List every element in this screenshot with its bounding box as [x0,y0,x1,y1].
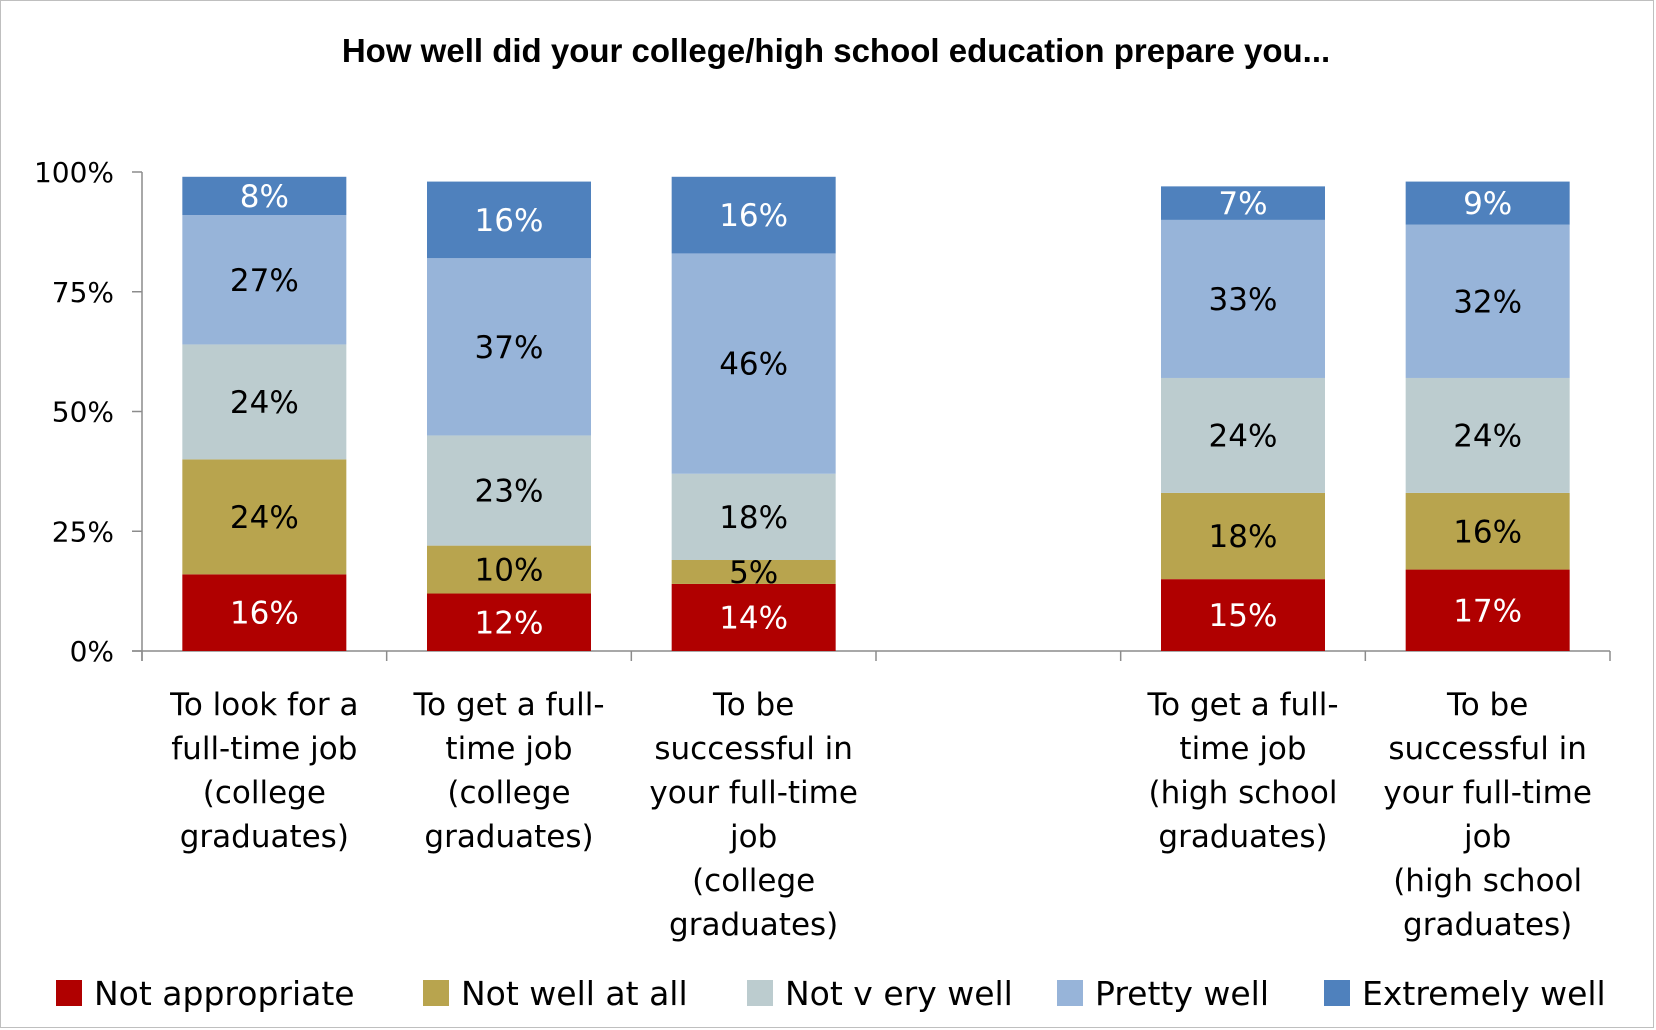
x-category-label: To get a full-time job (high school gradua… [1146,687,1338,855]
bar-stack [1405,181,1570,651]
legend-swatch [1324,980,1350,1006]
bar-stack [671,176,836,651]
bar-stack [427,181,591,651]
legend-label: Not v ery well [785,974,1013,1013]
data-label: 7% [1218,186,1267,222]
x-category-label: To get a full-time job (college graduates) [412,687,604,855]
bar-segment [671,559,836,584]
data-label: 16% [230,596,299,632]
x-category-label: To look for a full-time job (college gradua… [169,687,358,855]
data-label: 16% [1453,514,1522,550]
legend: Not appropriate Not well at all Not v ery … [56,974,1606,1013]
bar-segment [1161,492,1325,580]
data-label: 24% [1209,418,1278,454]
bar-segment [427,435,591,546]
legend-item: Not well at all [423,974,688,1013]
legend-swatch [56,980,82,1006]
data-label: 16% [475,203,544,239]
data-label: 15% [1209,598,1278,634]
y-tick-label: 0% [70,635,114,668]
bar-stack [1161,186,1325,651]
data-label: 23% [475,474,544,510]
legend-swatch [1057,980,1083,1006]
data-label: 9% [1463,186,1512,222]
bar-segment [1161,186,1325,220]
bar-stack [182,176,347,651]
bar-segment [182,344,347,460]
legend-item: Pretty well [1057,974,1269,1013]
chart-title: How well did your college/high school ed… [342,32,1330,69]
bar-segment [1161,579,1325,651]
data-label: 14% [719,600,788,636]
y-tick-label: 75% [52,276,114,309]
data-label: 33% [1209,282,1278,318]
data-label: 46% [719,347,788,383]
legend-item: Extremely well [1324,974,1606,1013]
bar-segment [1405,224,1570,378]
bar-segment [427,181,591,259]
legend-label: Not appropriate [94,974,355,1013]
y-tick-label: 100% [34,156,114,189]
data-labels: 16% 24% 24% 27% 8% 12% 10% 23% 37% 16% 14% 5% 18% 46%… [230,179,1522,641]
axes: 0% 25% 50% 75% 100% To look for a full-time jo… [34,156,1611,943]
legend-item: Not appropriate [56,974,355,1013]
data-label: 18% [1209,519,1278,555]
y-tick-label: 25% [52,515,114,548]
bar-segment [1405,377,1570,493]
data-label: 5% [729,555,778,591]
bar-segment [1161,377,1325,493]
bar-segment [1405,492,1570,570]
legend-swatch [747,980,773,1006]
bar-segment [427,258,591,436]
legend-label: Extremely well [1362,974,1606,1013]
bar-segment [1405,181,1570,225]
legend-swatch [423,980,449,1006]
bar-segment [427,593,591,651]
data-label: 17% [1453,593,1522,629]
bar-segment [671,253,836,474]
legend-label: Not well at all [461,974,688,1013]
bar-segment [671,176,836,254]
legend-item: Not v ery well [747,974,1013,1013]
bar-segment [671,583,836,651]
data-label: 8% [240,179,289,215]
bar-segment [182,574,347,651]
data-label: 10% [475,553,544,589]
x-category-label: To be successful in your full-time job (high… [1383,687,1592,943]
data-label: 16% [719,198,788,234]
bar-segment [1161,219,1325,378]
bar-segment [671,473,836,560]
data-label: 24% [230,500,299,536]
legend-label: Pretty well [1095,974,1269,1013]
y-tick-label: 50% [52,396,114,429]
bar-segment [427,545,591,594]
bar-segment [182,176,347,216]
data-label: 37% [475,330,544,366]
data-label: 12% [475,605,544,641]
data-label: 32% [1453,284,1522,320]
bar-segment [182,215,347,345]
bar-segment [1405,569,1570,651]
data-label: 18% [719,500,788,536]
data-label: 27% [230,263,299,299]
bar-segment [182,459,347,575]
x-category-label: To be successful in your full-time job (coll… [649,687,858,943]
bars [182,176,1570,651]
data-label: 24% [1453,418,1522,454]
data-label: 24% [230,385,299,421]
